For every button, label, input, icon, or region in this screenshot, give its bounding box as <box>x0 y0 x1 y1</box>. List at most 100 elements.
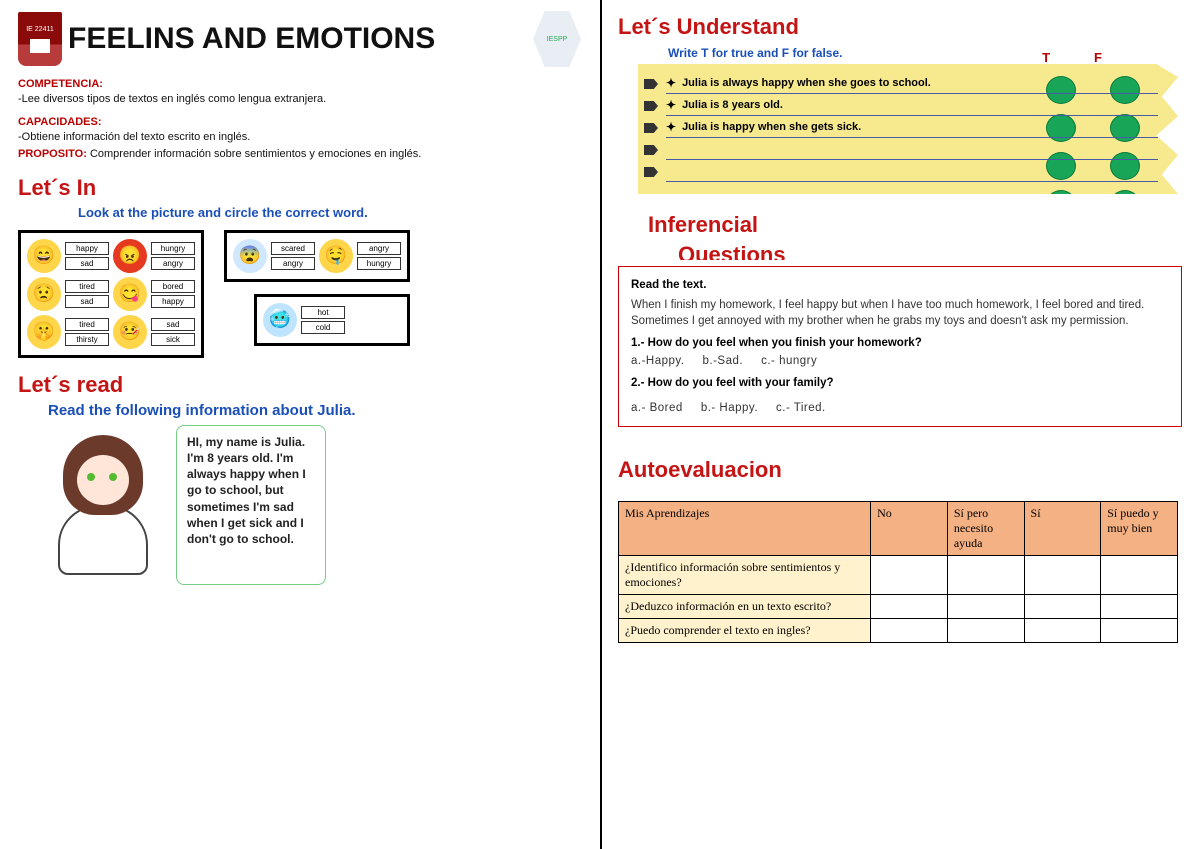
capacidades-label: CAPACIDADES: <box>18 116 582 128</box>
autoeval-table: Mis AprendizajesNoSí pero necesito ayuda… <box>618 501 1178 643</box>
autoeval-cell[interactable] <box>1101 618 1178 642</box>
autoeval-title: Autoevaluacion <box>618 457 1182 483</box>
word-option[interactable]: hungry <box>151 242 195 255</box>
autoeval-header: Sí puedo y muy bien <box>1101 501 1178 555</box>
inferencial-title2: Questions <box>678 242 1182 260</box>
emoji-face-icon: 😋 <box>113 277 147 311</box>
page-title: FEELINS AND EMOTIONS <box>68 22 526 56</box>
word-option[interactable]: hungry <box>357 257 401 270</box>
competencia-label: COMPETENCIA: <box>18 78 582 90</box>
tf-T: T <box>1042 50 1050 65</box>
tf-line: ✦Julia is happy when she gets sick. <box>666 116 1158 138</box>
emoji-face-icon: 🤒 <box>113 315 147 349</box>
mc-option[interactable]: a.- Bored <box>631 400 683 416</box>
lets-understand-title: Let´s Understand <box>618 14 1182 40</box>
autoeval-cell[interactable] <box>947 618 1024 642</box>
emoji-face-icon: 😨 <box>233 239 267 273</box>
autoeval-cell[interactable] <box>1024 618 1101 642</box>
autoeval-header: Sí <box>1024 501 1101 555</box>
word-option[interactable]: bored <box>151 280 195 293</box>
word-option[interactable]: angry <box>357 242 401 255</box>
tf-header: T F <box>1042 50 1102 65</box>
bullet-icon <box>644 145 658 155</box>
read-text-label: Read the text. <box>631 277 1169 293</box>
autoeval-cell[interactable] <box>1101 555 1178 594</box>
autoeval-question: ¿Identifico información sobre sentimient… <box>619 555 871 594</box>
word-option[interactable]: cold <box>301 321 345 334</box>
girl-illustration <box>38 425 168 585</box>
autoeval-question: ¿Puedo comprender el texto en ingles? <box>619 618 871 642</box>
arrow-icon: ✦ <box>666 98 676 112</box>
left-column: IE 22411 FEELINS AND EMOTIONS IESPP COMP… <box>0 0 600 849</box>
bullet-icon <box>644 101 658 111</box>
word-option[interactable]: angry <box>271 257 315 270</box>
school-badge-icon: IE 22411 <box>18 12 62 66</box>
autoeval-header: No <box>871 501 948 555</box>
badge1-text: IE 22411 <box>26 26 54 33</box>
tf-line: ✦Julia is always happy when she goes to … <box>666 72 1158 94</box>
emoji-box-2: 😨 scared angry 🤤 angry hungry <box>224 230 410 282</box>
tf-F: F <box>1094 50 1102 65</box>
lets-read-title: Let´s read <box>18 372 582 398</box>
bullet-icon <box>644 79 658 89</box>
mc-option[interactable]: c.- hungry <box>761 353 817 369</box>
autoeval-cell[interactable] <box>947 594 1024 618</box>
emoji-cell: 😠hungryangry <box>113 239 195 273</box>
proposito-label: PROPOSITO: <box>18 148 87 160</box>
read-wrap: HI, my name is Julia. I'm 8 years old. I… <box>38 425 582 585</box>
mc-option[interactable]: b.- Happy. <box>701 400 758 416</box>
word-option[interactable]: sad <box>65 295 109 308</box>
word-option[interactable]: angry <box>151 257 195 270</box>
bullet-icon <box>644 167 658 177</box>
emoji-cell: 🤒 sad sick <box>113 315 195 349</box>
autoeval-header: Mis Aprendizajes <box>619 501 871 555</box>
word-option[interactable]: sad <box>65 257 109 270</box>
tf-line: ✦ Julia is 8 years old. <box>666 94 1158 116</box>
tf-statement: Julia is happy when she gets sick. <box>682 121 861 133</box>
autoeval-cell[interactable] <box>1024 555 1101 594</box>
word-option[interactable]: sad <box>151 318 195 331</box>
right-column: Let´s Understand Write T for true and F … <box>600 0 1200 849</box>
tf-panel: T F ✦Julia is always happy when she goes… <box>618 64 1182 194</box>
arrow-icon: ✦ <box>666 76 676 90</box>
word-option[interactable]: thirsty <box>65 333 109 346</box>
emoji-box-3: 🥶hotcold <box>254 294 410 346</box>
autoeval-cell[interactable] <box>871 618 948 642</box>
mc-option[interactable]: a.-Happy. <box>631 353 685 369</box>
institute-badge-icon: IESPP <box>532 10 582 68</box>
mc-option[interactable]: c.- Tired. <box>776 400 826 416</box>
emoji-cell: 😄happysad <box>27 239 109 273</box>
emoji-cell: 🤤 angry hungry <box>319 239 401 273</box>
word-option[interactable]: tired <box>65 280 109 293</box>
word-option[interactable]: scared <box>271 242 315 255</box>
autoeval-cell[interactable] <box>1024 594 1101 618</box>
autoeval-cell[interactable] <box>1101 594 1178 618</box>
tf-statement: Julia is 8 years old. <box>682 99 783 111</box>
emoji-cell: 🤫tiredthirsty <box>27 315 109 349</box>
tf-line <box>666 138 1158 160</box>
word-option[interactable]: happy <box>65 242 109 255</box>
emoji-face-icon: 🤤 <box>319 239 353 273</box>
inferencial-box: Read the text. When I finish my homework… <box>618 266 1182 427</box>
autoeval-cell[interactable] <box>947 555 1024 594</box>
lets-read-instr: Read the following information about Jul… <box>48 402 582 419</box>
autoeval-cell[interactable] <box>871 555 948 594</box>
badge2-text: IESPP <box>547 36 568 43</box>
autoeval-question: ¿Deduzco información en un texto escrito… <box>619 594 871 618</box>
mc-option[interactable]: b.-Sad. <box>703 353 744 369</box>
proposito-text: PROPOSITO: Comprender información sobre … <box>18 147 582 161</box>
proposito-body: Comprender información sobre sentimiento… <box>90 148 421 160</box>
word-option[interactable]: happy <box>151 295 195 308</box>
autoeval-cell[interactable] <box>871 594 948 618</box>
inferencial-para: When I finish my homework, I feel happy … <box>631 297 1169 329</box>
tf-instruction: Write T for true and F for false. <box>668 46 1182 60</box>
inf-q2-opts: a.- Bored b.- Happy. c.- Tired. <box>631 400 1169 416</box>
word-option[interactable]: hot <box>301 306 345 319</box>
inf-q2: 2.- How do you feel with your family? <box>631 375 1169 391</box>
competencia-text: -Lee diversos tipos de textos en inglés … <box>18 92 582 106</box>
word-option[interactable]: sick <box>151 333 195 346</box>
emoji-face-icon: 😟 <box>27 277 61 311</box>
inf-q1-opts: a.-Happy. b.-Sad. c.- hungry <box>631 353 1169 369</box>
word-option[interactable]: tired <box>65 318 109 331</box>
speech-bubble: HI, my name is Julia. I'm 8 years old. I… <box>176 425 326 585</box>
